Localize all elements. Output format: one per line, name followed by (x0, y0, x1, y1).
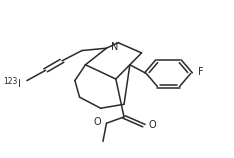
Text: N: N (111, 42, 118, 52)
Text: O: O (94, 117, 101, 128)
Text: 123: 123 (3, 77, 18, 85)
Text: F: F (198, 67, 203, 77)
Text: I: I (18, 79, 20, 89)
Text: O: O (148, 120, 156, 130)
